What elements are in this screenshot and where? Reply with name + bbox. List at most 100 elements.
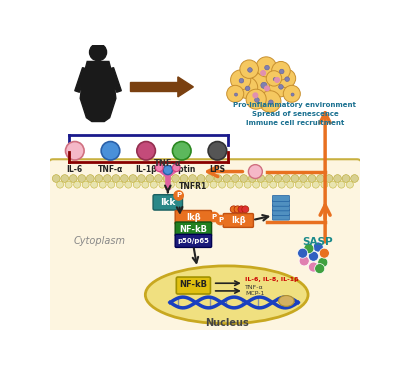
Circle shape (138, 175, 145, 183)
Circle shape (265, 65, 269, 70)
Circle shape (206, 175, 214, 183)
FancyBboxPatch shape (272, 209, 290, 216)
Circle shape (210, 181, 217, 188)
Circle shape (312, 181, 319, 188)
Circle shape (261, 181, 268, 188)
Circle shape (236, 77, 258, 98)
FancyBboxPatch shape (272, 200, 290, 206)
FancyBboxPatch shape (272, 214, 290, 220)
Circle shape (253, 181, 260, 188)
Text: Ikβ: Ikβ (231, 216, 246, 224)
Circle shape (197, 175, 205, 183)
Circle shape (248, 68, 252, 72)
Circle shape (277, 69, 296, 88)
Circle shape (273, 78, 276, 81)
Circle shape (259, 91, 281, 112)
Circle shape (278, 181, 285, 188)
Circle shape (142, 181, 149, 188)
Circle shape (230, 206, 237, 213)
Circle shape (239, 78, 244, 83)
Text: Immune cell recruitment: Immune cell recruitment (246, 120, 344, 126)
Circle shape (242, 206, 249, 213)
Circle shape (266, 175, 273, 183)
Circle shape (318, 257, 328, 267)
Circle shape (291, 93, 294, 96)
Circle shape (82, 181, 89, 188)
Ellipse shape (279, 296, 294, 306)
Circle shape (272, 62, 290, 80)
Circle shape (274, 175, 282, 183)
Circle shape (90, 44, 106, 61)
Text: Ikk: Ikk (160, 198, 176, 207)
Circle shape (125, 181, 132, 188)
Circle shape (261, 71, 266, 75)
Polygon shape (109, 68, 121, 92)
Circle shape (338, 181, 345, 188)
Circle shape (216, 216, 225, 225)
Circle shape (146, 175, 154, 183)
Circle shape (317, 175, 324, 183)
Text: NF-kB: NF-kB (179, 280, 207, 289)
Circle shape (283, 85, 300, 102)
Circle shape (61, 175, 69, 183)
Text: Pro-inflammatory environment: Pro-inflammatory environment (233, 102, 356, 108)
Circle shape (218, 181, 226, 188)
FancyBboxPatch shape (223, 214, 254, 227)
Circle shape (287, 181, 294, 188)
Circle shape (313, 242, 323, 252)
Circle shape (163, 175, 171, 183)
Circle shape (99, 181, 106, 188)
Circle shape (155, 175, 162, 183)
Circle shape (155, 164, 163, 171)
Circle shape (248, 175, 256, 183)
Circle shape (150, 181, 157, 188)
Circle shape (163, 165, 172, 175)
Circle shape (308, 251, 318, 261)
Text: NF-kB: NF-kB (179, 225, 207, 234)
Circle shape (245, 86, 250, 91)
Text: SASP: SASP (302, 237, 333, 247)
Circle shape (95, 175, 103, 183)
FancyBboxPatch shape (153, 195, 182, 210)
Circle shape (295, 181, 302, 188)
Text: LPS: LPS (210, 165, 226, 174)
Circle shape (291, 175, 299, 183)
Circle shape (279, 85, 283, 89)
Circle shape (234, 206, 241, 213)
Circle shape (334, 175, 342, 183)
FancyBboxPatch shape (272, 196, 290, 201)
Circle shape (227, 181, 234, 188)
FancyBboxPatch shape (176, 277, 210, 294)
Circle shape (65, 181, 72, 188)
Text: P: P (212, 214, 217, 220)
Circle shape (208, 142, 227, 160)
Text: MCP-1: MCP-1 (245, 291, 265, 296)
Circle shape (112, 175, 120, 183)
Circle shape (227, 85, 244, 102)
Text: P: P (218, 217, 223, 223)
Circle shape (299, 256, 309, 266)
Circle shape (230, 70, 251, 90)
Circle shape (231, 175, 239, 183)
Circle shape (251, 72, 276, 97)
Circle shape (268, 100, 273, 105)
Circle shape (214, 175, 222, 183)
Circle shape (270, 181, 277, 188)
Circle shape (304, 244, 314, 253)
Circle shape (280, 69, 284, 74)
Circle shape (304, 181, 311, 188)
Circle shape (172, 142, 191, 160)
FancyBboxPatch shape (272, 205, 290, 211)
Circle shape (255, 98, 259, 102)
Text: IL-1β: IL-1β (135, 165, 157, 174)
Circle shape (184, 181, 192, 188)
Polygon shape (75, 68, 87, 92)
Text: Spread of senescence: Spread of senescence (252, 111, 338, 117)
Circle shape (256, 57, 276, 77)
Circle shape (104, 175, 111, 183)
Circle shape (269, 75, 291, 97)
Text: Nucleus: Nucleus (205, 318, 248, 328)
Circle shape (265, 86, 269, 91)
Circle shape (266, 71, 282, 86)
Circle shape (189, 175, 196, 183)
